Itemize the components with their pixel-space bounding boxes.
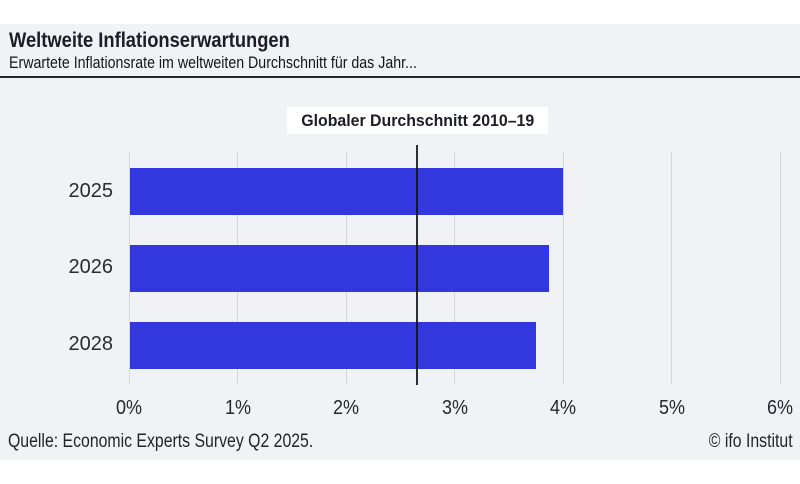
bar-2026 [130,244,549,292]
reference-line-annotation: Globaler Durchschnitt 2010–19 [287,107,548,134]
bar-2025 [130,168,563,216]
gridline-5% [671,152,672,384]
x-tick-label-0%: 0% [115,397,143,419]
chart-panel [0,24,800,460]
x-tick-label-6%: 6% [766,397,794,419]
category-label-2028: 2028 [68,333,114,355]
reference-line [415,144,418,385]
category-label-2026: 2026 [68,256,114,279]
x-tick-label-5%: 5% [658,397,685,419]
copyright-note: © ifo Institut [709,430,793,452]
source-note: Quelle: Economic Experts Survey Q2 2025. [8,430,314,452]
chart-title: Weltweite Inflationserwartungen [9,29,290,52]
gridline-0% [128,152,130,384]
x-tick-label-3%: 3% [441,397,468,419]
gridline-6% [779,152,781,384]
reference-line-label: Globaler Durchschnitt 2010–19 [301,110,534,130]
x-tick-label-1%: 1% [224,397,251,419]
gridline-4% [562,152,564,384]
x-tick-label-4%: 4% [549,397,577,419]
x-tick-label-2%: 2% [332,397,360,419]
header-divider [0,76,800,78]
category-label-2025: 2025 [68,179,114,202]
chart-subtitle: Erwartete Inflationsrate im weltweiten D… [9,53,417,72]
bar-2028 [130,321,536,369]
